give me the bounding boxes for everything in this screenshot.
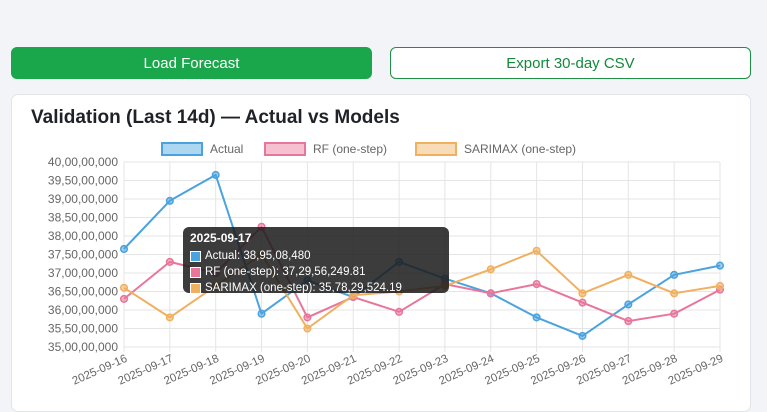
series-point-1-6 [395,307,404,316]
y-tick-label: 37,00,00,000 [48,266,118,280]
tooltip-swatch-rf [190,266,201,278]
y-tick-label: 35,50,00,000 [48,322,118,336]
top-bar [0,0,767,40]
legend-label-1: RF (one-step) [313,142,387,156]
validation-card: Validation (Last 14d) — Actual vs Models… [11,94,751,412]
card-title: Validation (Last 14d) — Actual vs Models [31,107,400,128]
series-point-1-8 [486,289,495,298]
legend-label-0: Actual [210,142,243,156]
legend-swatch-1 [264,142,306,156]
series-point-2-8 [486,265,495,274]
legend-swatch-2 [415,142,457,156]
series-point-2-11 [624,270,633,279]
series-point-0-0 [119,244,129,253]
y-tick-label: 38,00,00,000 [48,229,118,243]
chart-tooltip: 2025-09-17 Actual: 38,95,08,480 RF (one-… [183,227,449,296]
tooltip-swatch-actual [190,250,201,262]
tooltip-label-rf: RF (one-step): 37,29,56,249.81 [205,266,366,278]
y-tick-label: 40,00,00,000 [48,155,118,169]
legend-label-2: SARIMAX (one-step) [464,142,576,156]
series-point-0-1 [165,196,174,205]
series-point-1-9 [532,280,541,289]
series-point-0-3 [257,309,266,318]
series-point-2-9 [532,246,541,255]
load-forecast-button[interactable]: Load Forecast [11,47,372,79]
tooltip-swatch-sarimax [190,282,201,294]
series-point-2-12 [670,289,679,298]
series-point-0-13 [715,261,725,270]
y-tick-label: 36,00,00,000 [48,303,118,317]
tooltip-row-rf: RF (one-step): 37,29,56,249.81 [190,264,442,280]
tooltip-title: 2025-09-17 [190,231,252,245]
tooltip-row-actual: Actual: 38,95,08,480 [190,248,442,264]
tooltip-row-sarimax: SARIMAX (one-step): 35,78,29,524.19 [190,280,442,296]
series-point-2-10 [578,289,587,298]
series-point-0-9 [532,313,541,322]
series-point-1-4 [303,313,312,322]
y-tick-label: 36,50,00,000 [48,285,118,299]
series-point-2-1 [165,313,174,322]
series-point-2-0 [119,283,129,292]
tooltip-label-sarimax: SARIMAX (one-step): 35,78,29,524.19 [205,282,402,294]
y-tick-label: 35,00,00,000 [48,340,118,354]
series-point-0-12 [670,270,679,279]
series-point-1-11 [624,317,633,326]
series-point-0-10 [578,331,587,340]
y-tick-label: 39,00,00,000 [48,192,118,206]
y-tick-label: 37,50,00,000 [48,248,118,262]
series-point-2-4 [303,324,312,333]
y-tick-label: 38,50,00,000 [48,211,118,225]
series-point-1-1 [165,257,174,266]
series-point-1-12 [670,309,679,318]
series-point-2-13 [715,281,725,290]
series-point-0-2 [211,170,220,179]
series-point-1-10 [578,298,587,307]
series-point-0-11 [624,300,633,309]
y-tick-label: 39,50,00,000 [48,174,118,188]
export-csv-button[interactable]: Export 30-day CSV [390,47,751,79]
series-point-1-0 [119,294,129,303]
legend-swatch-0 [161,142,203,156]
tooltip-label-actual: Actual: 38,95,08,480 [205,250,311,262]
